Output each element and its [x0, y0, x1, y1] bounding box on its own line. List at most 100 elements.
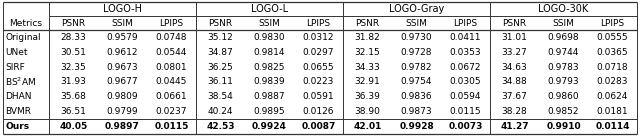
Text: LPIPS: LPIPS	[600, 18, 625, 27]
Text: 0.9677: 0.9677	[107, 78, 138, 86]
Text: 0.9924: 0.9924	[252, 122, 287, 131]
Text: 0.0718: 0.0718	[596, 63, 628, 72]
Text: 32.35: 32.35	[61, 63, 86, 72]
Text: 0.0353: 0.0353	[450, 48, 481, 57]
Text: LPIPS: LPIPS	[453, 18, 477, 27]
Text: 0.9793: 0.9793	[548, 78, 579, 86]
Text: 33.27: 33.27	[502, 48, 527, 57]
Text: 34.63: 34.63	[502, 63, 527, 72]
Text: 0.0087: 0.0087	[301, 122, 336, 131]
Text: Ours: Ours	[5, 122, 29, 131]
Text: 0.9809: 0.9809	[107, 92, 138, 101]
Text: SSIM: SSIM	[406, 18, 428, 27]
Text: 0.0312: 0.0312	[303, 33, 334, 42]
Text: 30.51: 30.51	[61, 48, 86, 57]
Text: LOGO-L: LOGO-L	[251, 4, 288, 14]
Text: 38.28: 38.28	[502, 107, 527, 116]
Text: 0.0365: 0.0365	[596, 48, 628, 57]
Text: 0.0181: 0.0181	[596, 107, 628, 116]
Text: 36.11: 36.11	[207, 78, 234, 86]
Text: 34.87: 34.87	[207, 48, 234, 57]
Text: 35.12: 35.12	[207, 33, 234, 42]
Text: 0.9730: 0.9730	[401, 33, 432, 42]
Text: 0.0237: 0.0237	[156, 107, 188, 116]
Text: 0.0073: 0.0073	[448, 122, 483, 131]
Text: 0.9887: 0.9887	[253, 92, 285, 101]
Text: 0.9612: 0.9612	[107, 48, 138, 57]
Text: SSIM: SSIM	[111, 18, 133, 27]
Text: BVMR: BVMR	[5, 107, 31, 116]
Text: 0.0283: 0.0283	[596, 78, 628, 86]
Text: 0.9698: 0.9698	[548, 33, 579, 42]
Text: 0.0591: 0.0591	[303, 92, 334, 101]
Text: 0.0115: 0.0115	[154, 122, 189, 131]
Text: 35.68: 35.68	[61, 92, 86, 101]
Text: 38.90: 38.90	[355, 107, 380, 116]
Text: 0.0115: 0.0115	[450, 107, 481, 116]
Text: 0.9830: 0.9830	[253, 33, 285, 42]
Text: 0.9579: 0.9579	[107, 33, 138, 42]
Text: 0.9799: 0.9799	[107, 107, 138, 116]
Text: SSIM: SSIM	[552, 18, 575, 27]
Text: 0.0126: 0.0126	[303, 107, 334, 116]
Text: 0.0305: 0.0305	[450, 78, 481, 86]
Text: 36.51: 36.51	[61, 107, 86, 116]
Text: BS$^2$AM: BS$^2$AM	[5, 76, 36, 88]
Text: 36.39: 36.39	[355, 92, 380, 101]
Text: 42.01: 42.01	[353, 122, 381, 131]
Text: 0.0801: 0.0801	[156, 63, 188, 72]
Text: 41.27: 41.27	[500, 122, 529, 131]
Text: LPIPS: LPIPS	[159, 18, 184, 27]
Text: 0.0544: 0.0544	[156, 48, 187, 57]
Text: 0.0655: 0.0655	[303, 63, 334, 72]
Text: 0.9852: 0.9852	[548, 107, 579, 116]
Text: 28.33: 28.33	[61, 33, 86, 42]
Text: 32.91: 32.91	[355, 78, 380, 86]
Text: 0.0411: 0.0411	[450, 33, 481, 42]
Text: SIRF: SIRF	[5, 63, 25, 72]
Text: 0.9910: 0.9910	[546, 122, 581, 131]
Text: 0.9825: 0.9825	[253, 63, 285, 72]
Text: 0.0661: 0.0661	[156, 92, 188, 101]
Text: 34.88: 34.88	[502, 78, 527, 86]
Text: 0.0748: 0.0748	[156, 33, 188, 42]
Text: 0.9783: 0.9783	[548, 63, 579, 72]
Text: LPIPS: LPIPS	[307, 18, 331, 27]
Text: 0.0297: 0.0297	[303, 48, 334, 57]
Text: Original: Original	[5, 33, 40, 42]
Text: 34.33: 34.33	[355, 63, 380, 72]
Text: 31.01: 31.01	[502, 33, 527, 42]
Text: 42.53: 42.53	[206, 122, 235, 131]
Text: 0.9673: 0.9673	[107, 63, 138, 72]
Text: 0.9836: 0.9836	[401, 92, 432, 101]
Text: 0.9814: 0.9814	[253, 48, 285, 57]
Text: LOGO-30K: LOGO-30K	[538, 4, 589, 14]
Text: 0.9839: 0.9839	[253, 78, 285, 86]
Text: 0.9873: 0.9873	[401, 107, 432, 116]
Text: 38.54: 38.54	[207, 92, 234, 101]
Text: 0.9782: 0.9782	[401, 63, 432, 72]
Text: PSNR: PSNR	[61, 18, 86, 27]
Text: 31.82: 31.82	[355, 33, 380, 42]
Text: 0.9895: 0.9895	[253, 107, 285, 116]
Text: 0.0594: 0.0594	[450, 92, 481, 101]
Text: PSNR: PSNR	[355, 18, 380, 27]
Text: UNet: UNet	[5, 48, 28, 57]
Text: PSNR: PSNR	[209, 18, 232, 27]
Text: 0.9744: 0.9744	[548, 48, 579, 57]
Text: 32.15: 32.15	[355, 48, 380, 57]
Text: 0.0672: 0.0672	[450, 63, 481, 72]
Text: 37.67: 37.67	[502, 92, 527, 101]
Text: 0.0114: 0.0114	[595, 122, 630, 131]
Text: 0.9860: 0.9860	[548, 92, 579, 101]
Text: 31.93: 31.93	[61, 78, 86, 86]
Text: SSIM: SSIM	[259, 18, 280, 27]
Text: Metrics: Metrics	[10, 18, 42, 27]
Text: 0.0223: 0.0223	[303, 78, 334, 86]
Text: 0.9728: 0.9728	[401, 48, 432, 57]
Text: 40.05: 40.05	[60, 122, 88, 131]
Text: 0.9754: 0.9754	[401, 78, 432, 86]
Text: 0.0624: 0.0624	[597, 92, 628, 101]
Text: 0.0445: 0.0445	[156, 78, 187, 86]
Text: 0.0555: 0.0555	[596, 33, 628, 42]
